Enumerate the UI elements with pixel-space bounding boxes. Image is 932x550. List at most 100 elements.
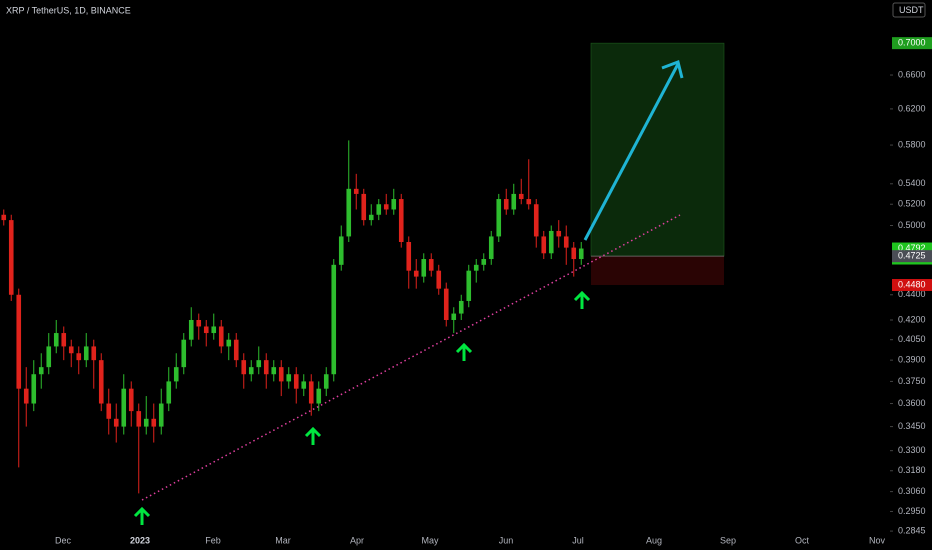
price-label-box [892, 279, 932, 292]
candle-body [316, 388, 322, 404]
candle-body [241, 360, 247, 375]
candle-body [136, 411, 142, 427]
candle-body [301, 381, 307, 389]
candle-body [181, 339, 187, 368]
candle-body [391, 199, 397, 210]
x-tick-label: Nov [869, 535, 886, 545]
candle-body [526, 199, 532, 205]
x-tick-label: Mar [275, 535, 291, 545]
y-tick-label: 0.4200 [898, 314, 926, 324]
candle-body [196, 319, 202, 327]
candle-body [556, 230, 562, 237]
y-tick-label: 0.3060 [898, 486, 926, 496]
price-label-box [892, 37, 932, 50]
candle-body [353, 188, 359, 194]
candle-body [166, 381, 172, 404]
candle-body [496, 199, 502, 237]
y-tick-label: 0.3900 [898, 355, 926, 365]
x-tick-label: Apr [350, 535, 364, 545]
y-tick-label: 0.4400 [898, 289, 926, 299]
candle-body [188, 319, 194, 340]
y-tick-label: 0.6600 [898, 69, 926, 79]
candle-body [98, 360, 104, 404]
candle-body [466, 270, 472, 301]
y-tick-label: 0.5000 [898, 220, 926, 230]
candle-body [293, 374, 299, 389]
y-tick-label: 0.3180 [898, 465, 926, 475]
candle-body [323, 374, 329, 389]
candle-body [563, 236, 569, 248]
x-tick-label: Aug [646, 535, 662, 545]
candle-body [61, 333, 67, 347]
candle-body [128, 388, 134, 412]
candle-body [1, 214, 7, 221]
candle-body [286, 374, 292, 382]
candle-body [473, 264, 479, 271]
y-tick-label: 0.5800 [898, 139, 926, 149]
y-tick-label: 0.6200 [898, 103, 926, 113]
stop-zone [591, 256, 724, 286]
candle-body [256, 360, 262, 368]
candle-body [16, 294, 22, 389]
candle-body [233, 339, 239, 361]
candle-body [271, 367, 277, 375]
candle-body [83, 346, 89, 361]
candle-body [481, 259, 487, 265]
candle-body [398, 199, 404, 243]
candle-body [263, 360, 269, 375]
x-tick-label: May [421, 535, 439, 545]
currency-box[interactable] [892, 2, 926, 18]
y-tick-label: 0.3450 [898, 421, 926, 431]
candle-body [346, 188, 352, 237]
candle-body [248, 367, 254, 375]
candle-body [218, 326, 224, 347]
candle-body [383, 204, 389, 210]
candle-body [91, 346, 97, 361]
price-label-box [892, 250, 932, 263]
candle-body [548, 230, 554, 254]
candle-body [578, 248, 584, 260]
candle-body [143, 418, 149, 427]
price-label: 0.4480 [898, 279, 926, 289]
projection-arrow [583, 60, 684, 241]
x-tick-label: Jul [572, 535, 584, 545]
candle-body [458, 300, 464, 314]
support-arrows [133, 290, 591, 525]
candle-body [38, 367, 44, 375]
candle-body [76, 353, 82, 361]
candle-body [106, 403, 112, 419]
candle-body [8, 220, 14, 295]
price-label: 0.4792 [898, 243, 926, 253]
candle-body [518, 193, 524, 200]
x-tick-label: Oct [795, 535, 810, 545]
candle-body [541, 236, 547, 254]
position [590, 42, 725, 286]
candle-body [406, 242, 412, 271]
candle-body [571, 247, 577, 260]
currency: USDT [899, 5, 924, 15]
y-tick-label: 0.3750 [898, 376, 926, 386]
x-tick-label: Feb [205, 535, 221, 545]
candle-body [376, 204, 382, 215]
candle-body [203, 326, 209, 334]
candle-body [113, 418, 119, 427]
candle-body [331, 264, 337, 375]
candle-body [68, 346, 74, 354]
candle-body [23, 388, 29, 404]
candle-body [308, 381, 314, 404]
candle-body [436, 270, 442, 289]
candle-body [488, 236, 494, 260]
x-tick-label: Sep [720, 535, 736, 545]
candle-body [533, 204, 539, 237]
candle-body [53, 333, 59, 347]
y-tick-label: 0.5200 [898, 199, 926, 209]
candle-body [278, 367, 284, 382]
candle-body [31, 374, 37, 404]
candle-body [211, 326, 217, 334]
candle-body [173, 367, 179, 382]
candle-body [503, 199, 509, 210]
candle-body [46, 346, 52, 368]
